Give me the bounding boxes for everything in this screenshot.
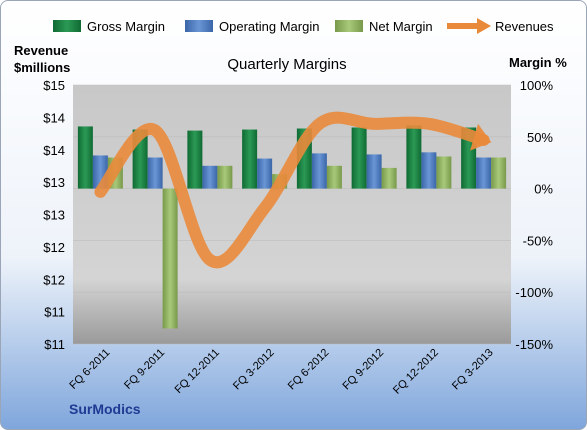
gross-margin-bar [461, 127, 477, 189]
revenue-series-line [94, 111, 490, 269]
legend-label-revenues: Revenues [495, 19, 554, 34]
operating-margin-bar [311, 153, 327, 189]
net-margin-bar [162, 188, 178, 329]
right-axis-title: Margin % [509, 55, 567, 70]
operating-margin-bar [476, 157, 492, 189]
right-tick-label: -150% [515, 337, 553, 352]
right-tick-label: -50% [523, 233, 554, 248]
right-tick-label: -100% [515, 285, 553, 300]
category-label: FQ 6-2011 [67, 347, 112, 392]
revenue-arrow-head [470, 123, 492, 151]
left-axis-title-line1: Revenue [14, 43, 68, 58]
legend-swatch-revenues-arrow [477, 18, 491, 34]
legend-label-operating-margin: Operating Margin [219, 19, 319, 34]
legend-swatch-net-margin [335, 20, 363, 32]
category-label: FQ 3-2012 [231, 347, 277, 393]
legend-label-net-margin: Net Margin [369, 19, 433, 34]
left-tick-label: $12 [43, 240, 65, 255]
net-margin-bar [217, 165, 233, 189]
left-tick-label: $14 [43, 143, 65, 158]
gross-margin-bar [406, 125, 422, 189]
left-tick-label: $11 [44, 305, 65, 320]
gross-margin-bar [351, 127, 367, 189]
net-margin-bar [491, 157, 507, 189]
category-label: FQ 9-2011 [122, 347, 167, 392]
net-margin-bar [381, 167, 397, 189]
right-axis-ticks: 100% 50% 0% -50% -100% -150% [515, 78, 553, 352]
operating-margin-bar [366, 154, 382, 189]
right-tick-label: 0% [534, 182, 553, 197]
left-tick-label: $13 [43, 208, 65, 223]
category-label: FQ 12-2011 [173, 347, 222, 396]
left-axis-title-line2: $millions [14, 60, 70, 75]
left-tick-label: $12 [43, 272, 65, 287]
net-margin-bar [436, 156, 452, 189]
net-margin-bar [326, 165, 342, 189]
legend-swatch-gross-margin [53, 20, 81, 32]
category-label: FQ 3-2013 [450, 347, 496, 393]
gross-margin-bar [242, 129, 258, 189]
left-axis-ticks: $15 $14 $14 $13 $13 $12 $12 $11 $11 [43, 78, 65, 352]
legend-swatch-operating-margin [185, 20, 213, 32]
legend: Gross Margin Operating Margin Net Margin… [53, 18, 554, 34]
right-tick-label: 50% [527, 130, 553, 145]
gross-margin-bar [187, 130, 203, 189]
operating-margin-bar [147, 157, 163, 189]
operating-margin-bar [257, 158, 273, 189]
left-tick-label: $14 [43, 110, 65, 125]
category-label: FQ 6-2012 [286, 347, 332, 393]
operating-margin-bar [421, 152, 437, 189]
chart-title: Quarterly Margins [227, 56, 346, 73]
left-tick-label: $13 [43, 175, 65, 190]
category-label: FQ 9-2012 [341, 347, 387, 393]
gross-margin-bar [77, 126, 93, 189]
left-tick-label: $11 [44, 337, 65, 352]
legend-label-gross-margin: Gross Margin [87, 19, 165, 34]
left-tick-label: $15 [43, 78, 65, 93]
company-name: SurModics [69, 401, 141, 417]
operating-margin-bar [202, 165, 218, 189]
category-label: FQ 12-2012 [391, 347, 441, 397]
category-labels: FQ 6-2011 FQ 9-2011 FQ 12-2011 FQ 3-2012 FQ … [67, 347, 495, 397]
revenue-line [94, 111, 492, 269]
right-tick-label: 100% [520, 78, 554, 93]
